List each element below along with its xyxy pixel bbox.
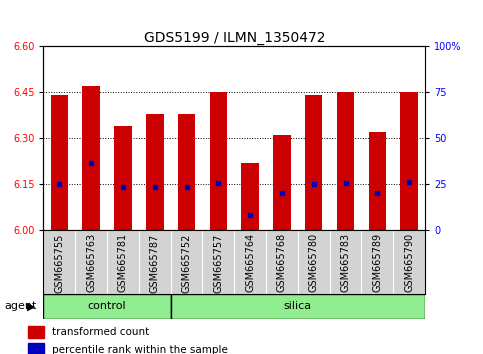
Bar [361, 46, 393, 230]
Text: GSM665787: GSM665787 [150, 233, 160, 292]
Bar [43, 46, 75, 230]
Bar [305, 95, 323, 230]
Bar [170, 46, 202, 230]
Bar [202, 46, 234, 230]
Bar [298, 46, 330, 230]
Text: transformed count: transformed count [53, 327, 150, 337]
Text: control: control [88, 301, 127, 311]
Bar [234, 46, 266, 230]
Text: GSM665752: GSM665752 [182, 233, 192, 293]
Text: silica: silica [284, 301, 312, 311]
Bar [28, 343, 44, 354]
Text: GSM665790: GSM665790 [404, 233, 414, 292]
Bar [83, 86, 100, 230]
Text: agent: agent [5, 301, 37, 311]
Bar [266, 46, 298, 230]
Bar [146, 114, 164, 230]
Bar [330, 46, 361, 230]
Text: GSM665768: GSM665768 [277, 233, 287, 292]
Text: percentile rank within the sample: percentile rank within the sample [53, 345, 228, 354]
Bar [242, 162, 259, 230]
Bar [28, 326, 44, 338]
Bar [51, 95, 68, 230]
Text: GSM665783: GSM665783 [341, 233, 351, 292]
Bar [178, 114, 195, 230]
Bar [75, 46, 107, 230]
Bar [393, 46, 425, 230]
Title: GDS5199 / ILMN_1350472: GDS5199 / ILMN_1350472 [143, 31, 325, 45]
Text: GSM665764: GSM665764 [245, 233, 255, 292]
Bar [43, 294, 170, 319]
Text: GSM665781: GSM665781 [118, 233, 128, 292]
Text: GSM665763: GSM665763 [86, 233, 96, 292]
Text: GSM665757: GSM665757 [213, 233, 223, 293]
Bar [139, 46, 170, 230]
Bar [337, 92, 355, 230]
Bar [210, 92, 227, 230]
Bar [369, 132, 386, 230]
Text: GSM665755: GSM665755 [55, 233, 64, 293]
Bar [273, 135, 291, 230]
Bar [114, 126, 132, 230]
Text: GSM665780: GSM665780 [309, 233, 319, 292]
Text: GSM665789: GSM665789 [372, 233, 383, 292]
Bar [400, 92, 418, 230]
Bar [170, 294, 425, 319]
Bar [107, 46, 139, 230]
Text: ▶: ▶ [27, 301, 35, 311]
